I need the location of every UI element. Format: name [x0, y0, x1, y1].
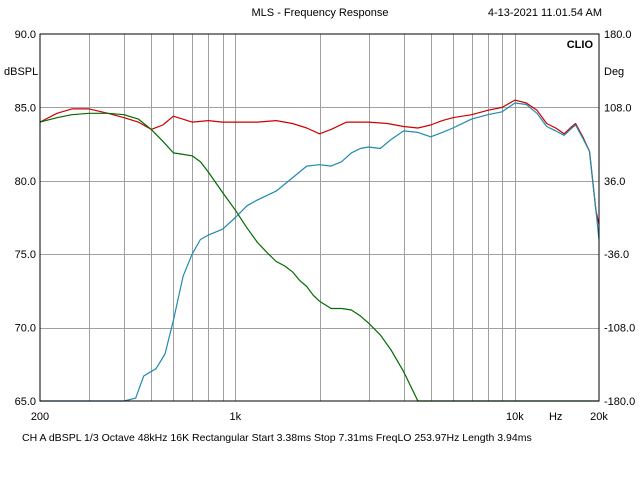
y-tick-label: 70.0: [15, 323, 36, 335]
plot-frame: [39, 33, 600, 402]
measurement-settings: CH A dBSPL 1/3 Octave 48kHz 16K Rectangu…: [22, 432, 532, 444]
blue-response-curve: [40, 102, 600, 402]
y2-tick-label: 108.0: [604, 102, 632, 114]
tick-labels: 90.0 85.0 80.0 75.0 70.0 65.0 180.0 108.0 36.0 -3…: [15, 29, 636, 423]
timestamp: 4-13-2021 11.01.54 AM: [487, 7, 602, 19]
right-axis-unit: Deg: [604, 66, 625, 78]
left-axis-unit: dBSPL: [4, 66, 39, 78]
chart-title: MLS - Frequency Response: [251, 7, 389, 19]
y2-tick-label: 36.0: [604, 176, 625, 188]
y-tick-label: 85.0: [15, 102, 36, 114]
y-tick-label: 75.0: [15, 249, 36, 261]
y-tick-label: 90.0: [15, 29, 36, 41]
x-tick-label: 20k: [590, 411, 608, 423]
y-tick-label: 65.0: [15, 396, 36, 408]
y-tick-label: 80.0: [15, 176, 36, 188]
y2-tick-label: -180.0: [604, 396, 635, 408]
x-tick-label: Hz: [549, 411, 562, 423]
grid-lines: [40, 34, 599, 401]
y2-tick-label: -108.0: [604, 323, 635, 335]
y2-tick-label: -36.0: [604, 249, 629, 261]
x-tick-label: 1k: [230, 411, 242, 423]
x-tick-label: 200: [31, 411, 49, 423]
y2-tick-label: 180.0: [604, 29, 632, 41]
curves: [39, 99, 600, 402]
x-tick-label: 10k: [506, 411, 524, 423]
brand-label: CLIO: [567, 39, 594, 51]
green-response-curve: [39, 112, 599, 402]
